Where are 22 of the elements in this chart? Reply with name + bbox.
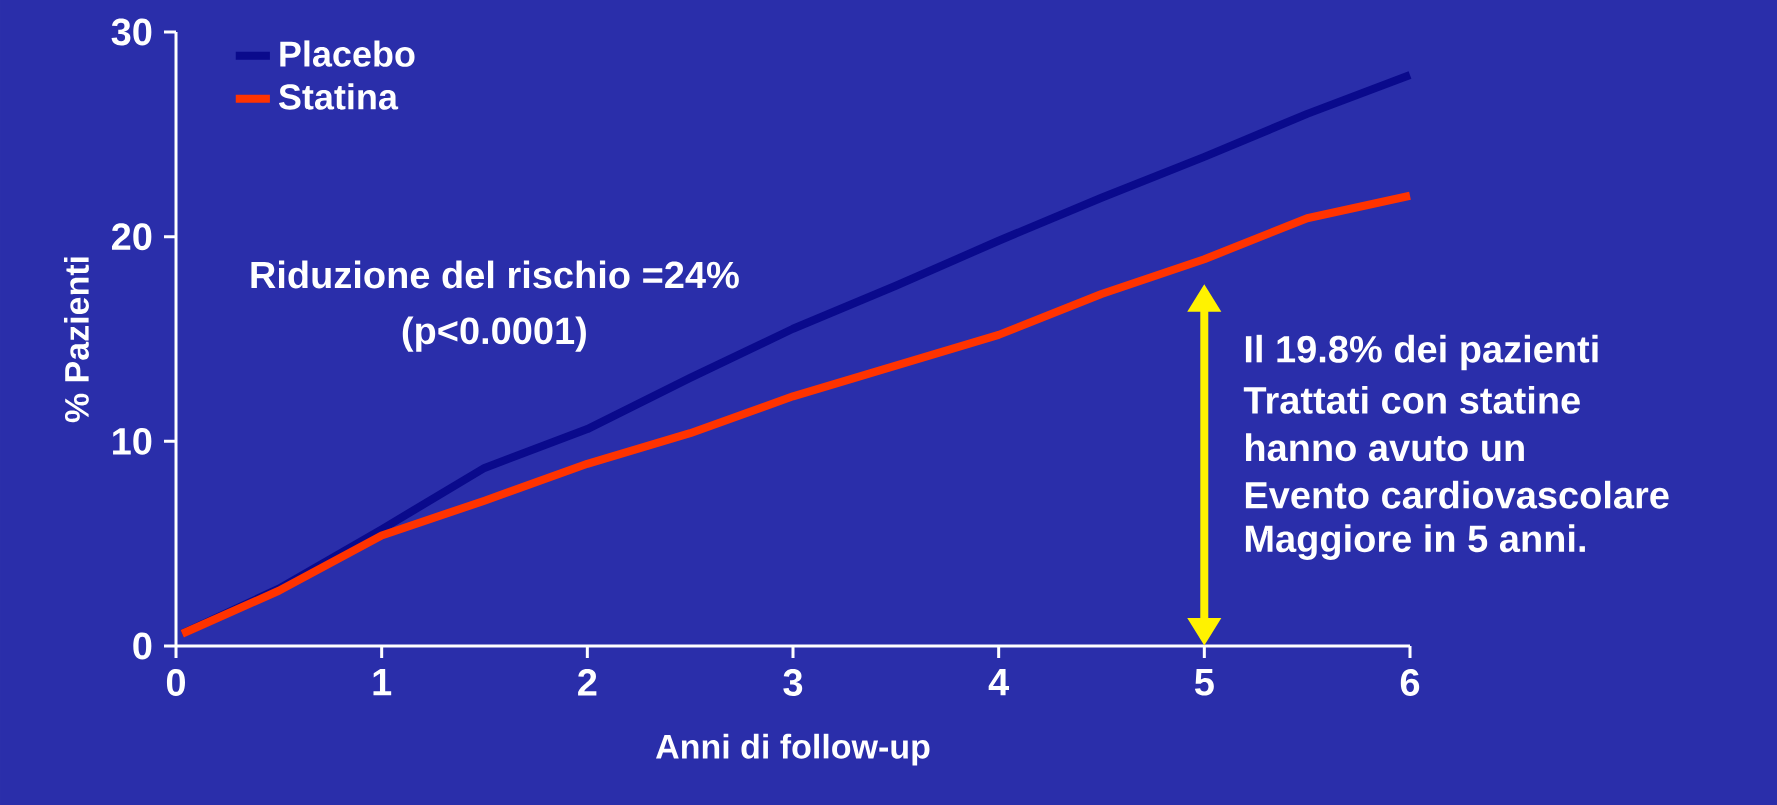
x-tick-label: 0: [166, 669, 186, 696]
x-tick-label: 1: [373, 669, 392, 696]
x-tick-label: 2: [578, 669, 597, 696]
annotation: (p<0.0001): [402, 316, 586, 352]
annotation: Il 19.8% dei pazienti: [1245, 334, 1598, 371]
y-tick-label: 30: [111, 18, 152, 46]
annotation: Riduzione del rischio =24%: [251, 260, 739, 289]
x-tick-label: 3: [783, 669, 803, 697]
annotation: Trattati con statine: [1243, 385, 1580, 414]
y-tick-label: 10: [113, 427, 152, 455]
y-tick-label: 0: [133, 632, 152, 660]
annotation: Evento cardiovascolare: [1245, 480, 1669, 509]
x-tick-label: 4: [988, 669, 1010, 696]
legend-label: Placebo: [280, 40, 415, 67]
annotation: hanno avuto un: [1246, 433, 1524, 462]
x-tick-label: 6: [1400, 669, 1420, 696]
y-axis-title: % Pazienti: [63, 257, 89, 423]
x-tick-label: 5: [1194, 669, 1214, 696]
x-axis-title: Anni di follow-up: [656, 733, 930, 766]
legend-label: Statina: [278, 83, 399, 110]
annotation: Maggiore in 5 anni.: [1245, 524, 1585, 560]
y-tick-label: 20: [111, 223, 152, 251]
